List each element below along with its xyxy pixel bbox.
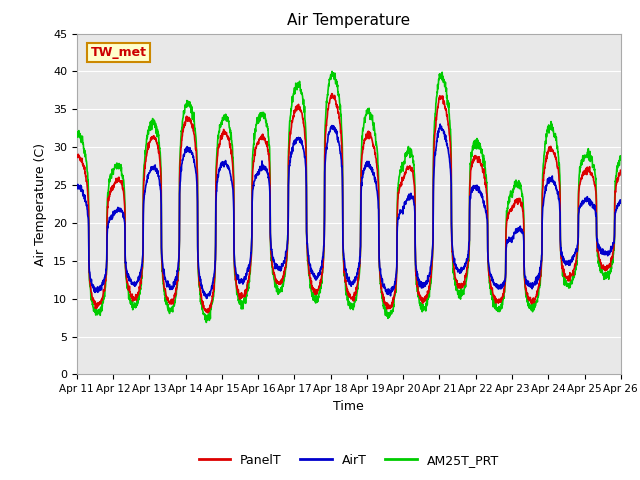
AirT: [570, 255, 577, 261]
PanelT: [225, 135, 232, 141]
AirT: [203, 296, 211, 301]
AirT: [508, 236, 515, 242]
Line: AM25T_PRT: AM25T_PRT: [77, 72, 621, 323]
AirT: [365, 160, 372, 166]
AirT: [376, 266, 384, 272]
PanelT: [617, 168, 625, 174]
Legend: PanelT, AirT, AM25T_PRT: PanelT, AirT, AM25T_PRT: [194, 449, 504, 472]
PanelT: [204, 310, 212, 316]
AM25T_PRT: [570, 276, 577, 282]
AM25T_PRT: [328, 69, 336, 74]
PanelT: [584, 166, 592, 172]
AirT: [617, 199, 625, 204]
PanelT: [570, 268, 577, 274]
AirT: [584, 197, 592, 203]
AirT: [73, 186, 81, 192]
Y-axis label: Air Temperature (C): Air Temperature (C): [35, 143, 47, 265]
AM25T_PRT: [584, 146, 592, 152]
Line: AirT: AirT: [77, 124, 621, 299]
PanelT: [377, 280, 385, 286]
Line: PanelT: PanelT: [77, 94, 621, 313]
PanelT: [73, 154, 81, 160]
AM25T_PRT: [202, 320, 210, 325]
AM25T_PRT: [508, 192, 515, 198]
PanelT: [508, 208, 515, 214]
AM25T_PRT: [617, 154, 625, 159]
AM25T_PRT: [225, 118, 232, 124]
AM25T_PRT: [377, 280, 385, 286]
AirT: [436, 121, 444, 127]
AirT: [225, 167, 232, 172]
PanelT: [365, 132, 372, 138]
AM25T_PRT: [73, 133, 81, 139]
Text: TW_met: TW_met: [90, 46, 147, 59]
AM25T_PRT: [365, 107, 372, 113]
Title: Air Temperature: Air Temperature: [287, 13, 410, 28]
X-axis label: Time: Time: [333, 400, 364, 413]
PanelT: [328, 91, 335, 96]
